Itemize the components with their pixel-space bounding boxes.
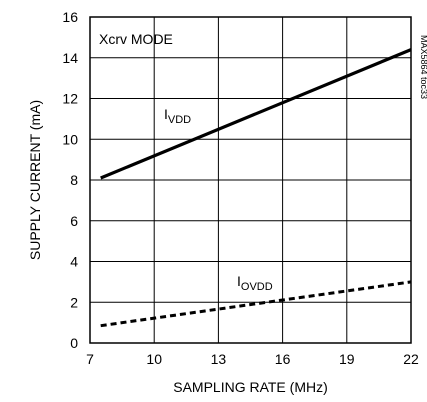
- series-line-ovdd: [100, 280, 412, 328]
- x-axis-title: SAMPLING RATE (MHz): [173, 379, 328, 395]
- x-tick-label: 19: [339, 351, 355, 367]
- y-tick-label: 4: [70, 254, 78, 270]
- y-tick-label: 8: [70, 172, 78, 188]
- series-label-ivdd-main: I: [164, 106, 168, 122]
- plot-frame: [89, 16, 412, 344]
- x-tick-label: 13: [211, 351, 227, 367]
- series-label-ivdd-sub: VDD: [168, 114, 191, 126]
- x-tick-label: 16: [275, 351, 291, 367]
- y-tick-label: 12: [62, 91, 78, 107]
- series-label-ivdd: IVDD: [164, 106, 191, 126]
- y-tick-label: 14: [62, 50, 78, 66]
- y-tick-label: 0: [70, 335, 78, 351]
- y-axis-title: SUPPLY CURRENT (mA): [27, 100, 43, 260]
- series-label-iovdd: IOVDD: [237, 273, 273, 293]
- grid-lines: [90, 17, 411, 343]
- x-tick-label: 7: [86, 351, 94, 367]
- x-tick-label: 22: [403, 351, 419, 367]
- tick-labels: 7 10 13 16 19 22 0 2 4 6 8 10 12 14 16: [62, 9, 419, 367]
- figure-reference-note: MAX5864 toc33: [419, 35, 427, 99]
- series-lines: [100, 48, 412, 328]
- y-tick-label: 16: [62, 9, 78, 25]
- series-line-vdd: [100, 48, 412, 180]
- y-tick-label: 2: [70, 294, 78, 310]
- mode-label: Xcrv MODE: [99, 31, 173, 47]
- y-tick-label: 6: [70, 213, 78, 229]
- series-label-iovdd-sub: OVDD: [241, 281, 273, 293]
- y-tick-label: 10: [62, 131, 78, 147]
- x-tick-label: 10: [146, 351, 162, 367]
- series-label-iovdd-main: I: [237, 273, 241, 289]
